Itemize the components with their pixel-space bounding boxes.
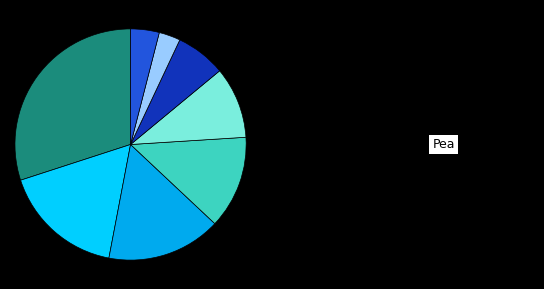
Wedge shape xyxy=(131,29,159,144)
Wedge shape xyxy=(15,29,131,180)
Wedge shape xyxy=(109,144,215,260)
Wedge shape xyxy=(131,33,180,144)
Wedge shape xyxy=(131,40,220,144)
Wedge shape xyxy=(131,137,246,224)
Text: Pea: Pea xyxy=(432,138,455,151)
Wedge shape xyxy=(21,144,131,258)
Wedge shape xyxy=(131,71,246,144)
